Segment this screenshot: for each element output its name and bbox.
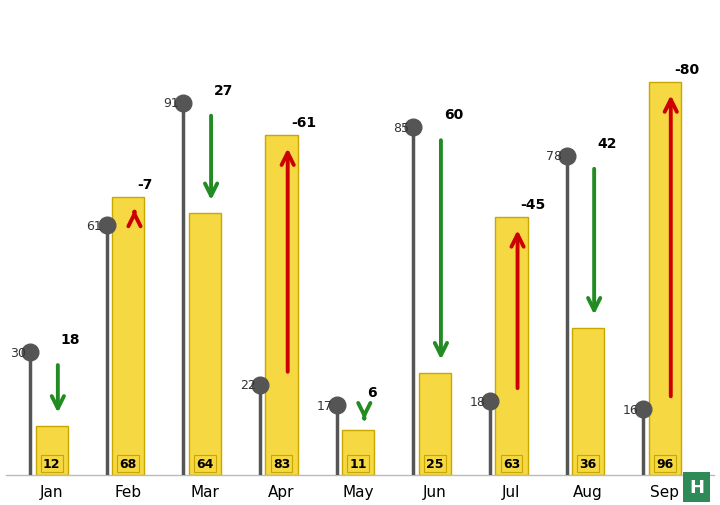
Text: 85: 85 <box>392 122 409 134</box>
Text: -45: -45 <box>521 197 546 212</box>
Text: 6: 6 <box>367 385 377 399</box>
Text: 61: 61 <box>86 219 102 232</box>
Text: 64: 64 <box>197 457 214 470</box>
Bar <box>35 426 68 475</box>
Text: 27: 27 <box>214 83 233 97</box>
Text: 42: 42 <box>597 136 617 150</box>
Text: 91: 91 <box>163 97 179 110</box>
Text: -7: -7 <box>138 177 153 191</box>
Text: 16: 16 <box>623 403 639 416</box>
Text: H: H <box>689 478 704 496</box>
Text: 96: 96 <box>656 457 673 470</box>
Bar <box>342 430 374 475</box>
Text: 18: 18 <box>61 332 81 346</box>
Text: 60: 60 <box>444 108 463 122</box>
Text: 22: 22 <box>240 379 256 391</box>
Text: 17: 17 <box>316 399 332 412</box>
Text: 30: 30 <box>10 346 26 359</box>
Text: 63: 63 <box>503 457 520 470</box>
Text: 83: 83 <box>273 457 290 470</box>
Text: 25: 25 <box>426 457 444 470</box>
Text: 36: 36 <box>580 457 597 470</box>
Text: 11: 11 <box>349 457 367 470</box>
Bar <box>419 373 451 475</box>
Bar <box>189 214 221 475</box>
Bar <box>495 218 528 475</box>
Text: -80: -80 <box>674 63 699 77</box>
Text: 12: 12 <box>43 457 60 470</box>
Text: 68: 68 <box>120 457 137 470</box>
Bar <box>572 328 604 475</box>
Bar <box>266 136 297 475</box>
Text: 78: 78 <box>546 150 562 163</box>
Text: -61: -61 <box>291 116 316 130</box>
Bar <box>112 197 145 475</box>
Text: 18: 18 <box>469 395 485 408</box>
Bar <box>649 83 680 475</box>
